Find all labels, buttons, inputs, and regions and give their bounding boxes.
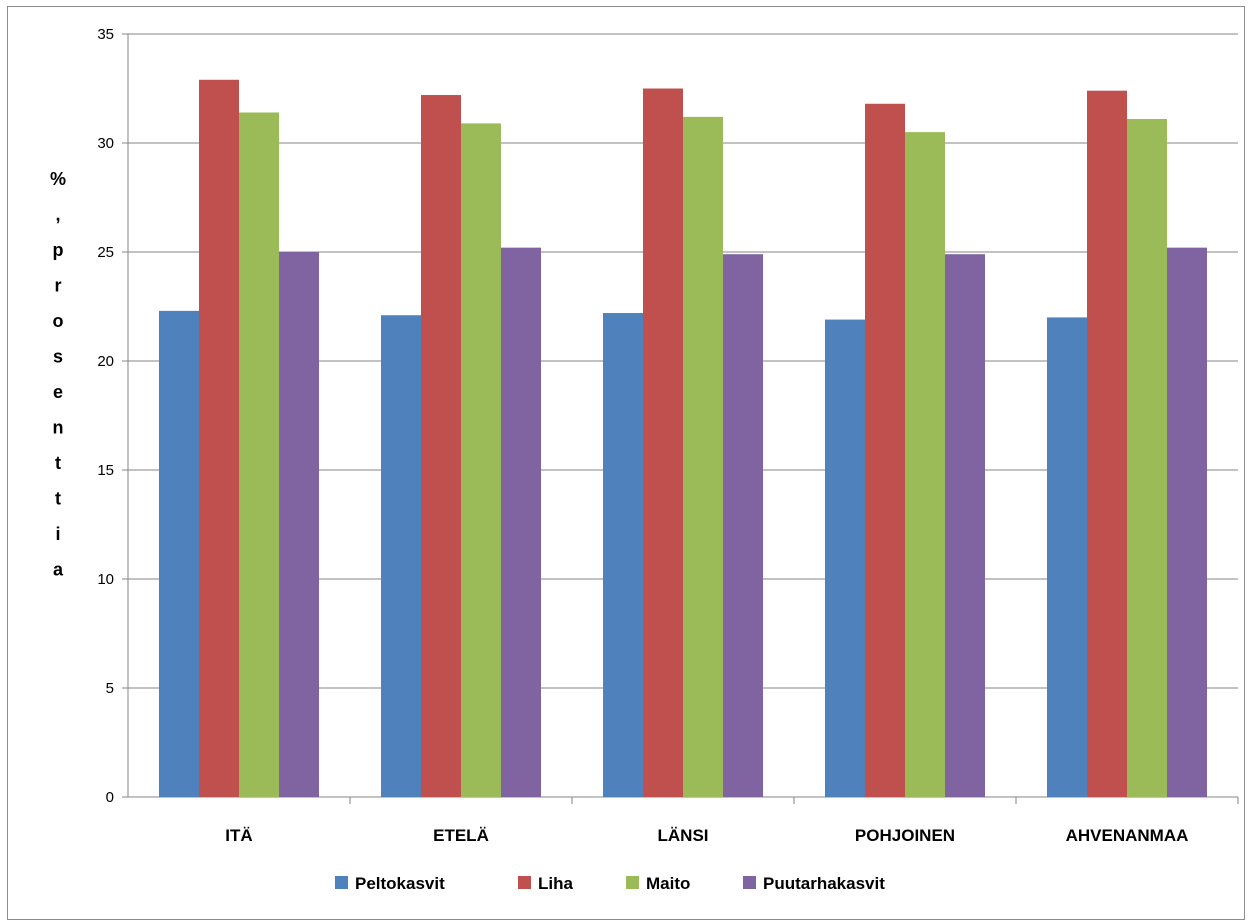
- y-axis-label-char: o: [53, 311, 64, 331]
- y-tick-label: 30: [97, 135, 114, 152]
- bar-peltokasvit: [159, 310, 199, 797]
- y-axis-label-char: p: [53, 240, 64, 260]
- y-axis-label-char: ,: [55, 205, 60, 225]
- x-tick-label: ITÄ: [225, 826, 252, 845]
- bar-maito: [905, 132, 945, 798]
- y-axis-label-char: s: [53, 347, 63, 367]
- bar-maito: [461, 123, 501, 797]
- bar-peltokasvit: [381, 315, 421, 797]
- bar-puutarhakasvit: [945, 254, 985, 797]
- bar-maito: [239, 112, 279, 798]
- legend-swatch: [743, 876, 756, 889]
- bar-maito: [683, 116, 723, 798]
- y-axis-label-char: r: [54, 276, 61, 296]
- y-axis-label-char: n: [53, 418, 64, 438]
- bar-maito: [1127, 119, 1167, 797]
- bar-peltokasvit: [603, 313, 643, 797]
- bar-peltokasvit: [1047, 317, 1087, 797]
- y-tick-label: 25: [97, 244, 114, 261]
- x-tick-label: AHVENANMAA: [1066, 826, 1189, 845]
- legend-label: Maito: [646, 874, 690, 893]
- y-axis-label-char: t: [55, 453, 61, 473]
- y-tick-label: 15: [97, 462, 114, 479]
- legend-swatch: [518, 876, 531, 889]
- bar-puutarhakasvit: [501, 247, 541, 797]
- bar-liha: [421, 95, 461, 798]
- x-tick-label: LÄNSI: [658, 826, 709, 845]
- x-tick-label: POHJOINEN: [855, 826, 955, 845]
- bar-puutarhakasvit: [1167, 247, 1207, 797]
- y-tick-label: 0: [106, 789, 114, 806]
- bar-liha: [199, 79, 239, 797]
- y-tick-label: 20: [97, 353, 114, 370]
- legend-label: Puutarhakasvit: [763, 874, 885, 893]
- bar-peltokasvit: [825, 319, 865, 797]
- y-tick-label: 35: [97, 26, 114, 43]
- bar-liha: [643, 88, 683, 797]
- bar-liha: [865, 103, 905, 797]
- x-tick-label: ETELÄ: [433, 826, 489, 845]
- legend-label: Peltokasvit: [355, 874, 445, 893]
- legend-label: Liha: [538, 874, 573, 893]
- y-axis-label-char: a: [53, 560, 64, 580]
- y-axis-label-char: %: [50, 169, 66, 189]
- bar-puutarhakasvit: [723, 254, 763, 797]
- bar-liha: [1087, 90, 1127, 798]
- y-axis-label-char: e: [53, 382, 63, 402]
- y-axis-label-char: t: [55, 489, 61, 509]
- y-tick-label: 5: [106, 680, 114, 697]
- bar-puutarhakasvit: [279, 252, 319, 797]
- legend-swatch: [335, 876, 348, 889]
- y-tick-label: 10: [97, 571, 114, 588]
- y-axis-label-char: i: [55, 524, 60, 544]
- legend-swatch: [626, 876, 639, 889]
